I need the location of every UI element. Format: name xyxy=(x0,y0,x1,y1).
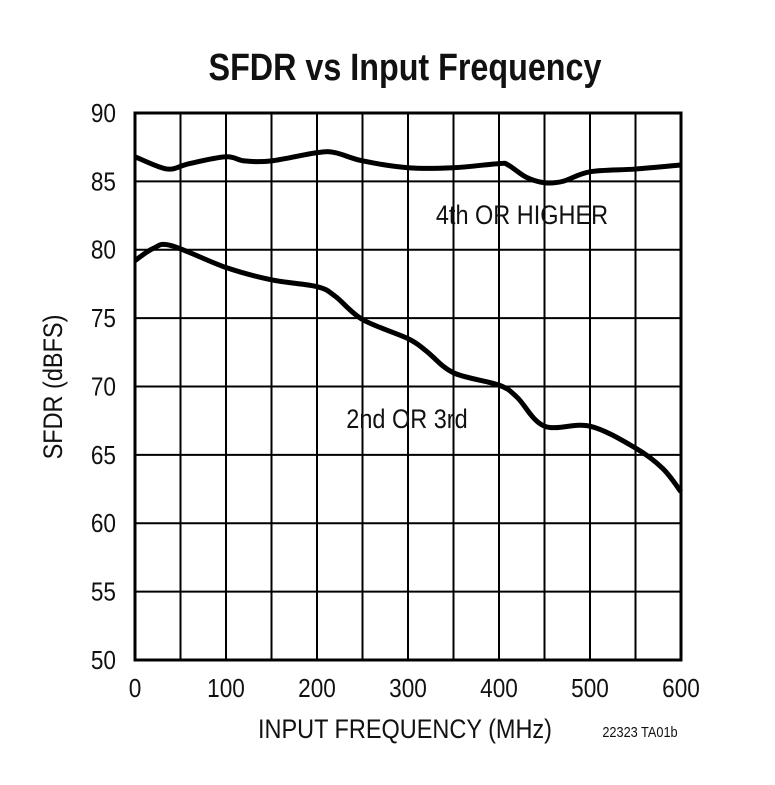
y-tick-label: 70 xyxy=(91,373,116,402)
y-tick-label: 50 xyxy=(91,647,116,676)
grid xyxy=(133,111,683,662)
plot-frame xyxy=(133,111,683,662)
y-tick-label: 65 xyxy=(91,441,116,470)
x-axis-label: INPUT FREQUENCY (MHz) xyxy=(258,715,552,745)
x-tick-label: 0 xyxy=(129,675,142,704)
series-label-2nd-or-3rd: 2nd OR 3rd xyxy=(346,405,467,435)
y-tick-label: 90 xyxy=(91,100,116,129)
x-tick-label: 600 xyxy=(662,675,700,704)
series-label-4th-or-higher: 4th OR HIGHER xyxy=(436,201,608,231)
chart-title: SFDR vs Input Frequency xyxy=(209,47,602,89)
x-tick-label: 200 xyxy=(298,675,336,704)
y-tick-label: 75 xyxy=(91,305,116,334)
x-tick-label: 100 xyxy=(207,675,245,704)
x-tick-label: 300 xyxy=(389,675,427,704)
y-tick-label: 80 xyxy=(91,236,116,265)
y-tick-label: 60 xyxy=(91,510,116,539)
x-tick-label: 400 xyxy=(480,675,518,704)
curves xyxy=(133,149,684,494)
footnote: 22323 TA01b xyxy=(602,723,678,740)
y-tick-label: 55 xyxy=(91,578,116,607)
tick-labels: 0 100 200 300 400 500 600 50 55 60 65 70 75 80 85 90 xyxy=(91,100,700,704)
series-line-1 xyxy=(133,241,684,494)
y-axis-label: SFDR (dBFS) xyxy=(39,315,69,460)
y-tick-label: 85 xyxy=(91,168,116,197)
x-tick-label: 500 xyxy=(571,675,609,704)
series-line-0 xyxy=(134,149,682,186)
